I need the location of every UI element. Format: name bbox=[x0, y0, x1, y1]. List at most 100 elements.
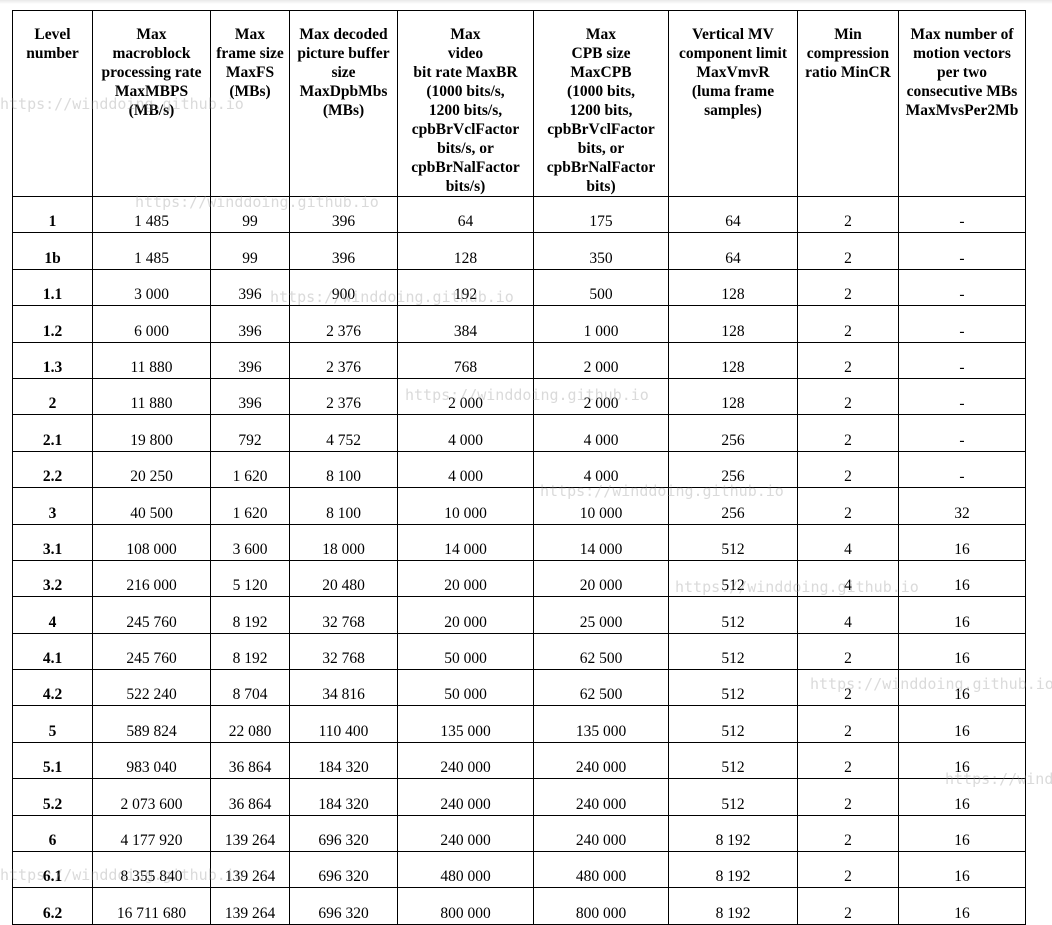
value-cell: 4 000 bbox=[533, 450, 669, 489]
value-cell: 40 500 bbox=[92, 487, 211, 525]
value-cell: 99 bbox=[210, 195, 290, 234]
value-cell: 11 880 bbox=[92, 341, 211, 379]
value-cell: 2 bbox=[797, 487, 899, 525]
value-cell: 512 bbox=[668, 669, 798, 707]
value-cell: 34 816 bbox=[289, 669, 398, 707]
table-row: 2.1 19 800 792 4 752 4 000 4 000 256 2- bbox=[12, 414, 1026, 452]
table-row: 5.1 983 040 36 864 184 320 240 000 240 000 512… bbox=[12, 741, 1026, 780]
value-cell: 2 bbox=[797, 377, 899, 416]
value-cell: 792 bbox=[210, 414, 290, 452]
level-cell: 6.2 bbox=[12, 887, 93, 925]
level-cell: 3.2 bbox=[12, 559, 93, 598]
value-cell: 512 bbox=[668, 523, 798, 561]
value-cell: 64 bbox=[668, 232, 798, 270]
column-header: Level number bbox=[12, 10, 93, 197]
level-cell: 4 bbox=[12, 596, 93, 634]
value-cell: 8 100 bbox=[289, 450, 398, 489]
value-cell: 512 bbox=[668, 632, 798, 671]
value-cell: 11 880 bbox=[92, 377, 211, 416]
value-cell: 1 620 bbox=[210, 450, 290, 489]
value-cell: - bbox=[898, 268, 1026, 307]
value-cell: 589 824 bbox=[92, 705, 211, 743]
level-cell: 5 bbox=[12, 705, 93, 743]
value-cell: 512 bbox=[668, 559, 798, 598]
value-cell: 62 500 bbox=[533, 632, 669, 671]
value-cell: 2 bbox=[797, 851, 899, 889]
value-cell: 256 bbox=[668, 414, 798, 452]
value-cell: 128 bbox=[668, 305, 798, 343]
value-cell: 192 bbox=[397, 268, 534, 307]
table-row: 1.3 11 880 396 2 376 768 2 000 128 2- bbox=[12, 341, 1026, 379]
value-cell: 20 480 bbox=[289, 559, 398, 598]
value-cell: 396 bbox=[210, 341, 290, 379]
value-cell: 900 bbox=[289, 268, 398, 307]
header-row: Level number Max macroblock processing rate M… bbox=[12, 10, 1026, 197]
value-cell: 8 192 bbox=[668, 887, 798, 925]
value-cell: 8 192 bbox=[210, 596, 290, 634]
value-cell: 480 000 bbox=[533, 851, 669, 889]
value-cell: 19 800 bbox=[92, 414, 211, 452]
value-cell: 4 000 bbox=[397, 414, 534, 452]
table-row: 6.2 16 711 680 139 264 696 320 800 000 800 00… bbox=[12, 887, 1026, 925]
table-row: 4.1 245 760 8 192 32 768 50 000 62 500 512 2 16 bbox=[12, 632, 1026, 671]
value-cell: - bbox=[898, 414, 1026, 452]
level-cell: 3.1 bbox=[12, 523, 93, 561]
value-cell: 8 192 bbox=[668, 814, 798, 853]
value-cell: 240 000 bbox=[397, 741, 534, 780]
value-cell: 2 bbox=[797, 305, 899, 343]
value-cell: 20 000 bbox=[397, 559, 534, 598]
value-cell: 20 000 bbox=[533, 559, 669, 598]
value-cell: 128 bbox=[668, 377, 798, 416]
table-row: 5 589 824 22 080 110 400 135 000 135 000 512 2 1… bbox=[12, 705, 1026, 743]
value-cell: 10 000 bbox=[397, 487, 534, 525]
level-cell: 6.1 bbox=[12, 851, 93, 889]
value-cell: 4 000 bbox=[397, 450, 534, 489]
value-cell: 500 bbox=[533, 268, 669, 307]
value-cell: 64 bbox=[668, 195, 798, 234]
value-cell: 4 000 bbox=[533, 414, 669, 452]
level-cell: 1.1 bbox=[12, 268, 93, 307]
value-cell: 2 376 bbox=[289, 341, 398, 379]
value-cell: 25 000 bbox=[533, 596, 669, 634]
value-cell: 139 264 bbox=[210, 814, 290, 853]
value-cell: 20 000 bbox=[397, 596, 534, 634]
column-header: Max CPB size MaxCPB (1000 bits, 1200 bits, cp… bbox=[533, 10, 669, 197]
value-cell: 245 760 bbox=[92, 596, 211, 634]
value-cell: 20 250 bbox=[92, 450, 211, 489]
value-cell: 4 177 920 bbox=[92, 814, 211, 853]
level-cell: 4.1 bbox=[12, 632, 93, 671]
value-cell: 2 000 bbox=[533, 377, 669, 416]
value-cell: 32 768 bbox=[289, 632, 398, 671]
value-cell: 22 080 bbox=[210, 705, 290, 743]
column-header: Max frame size MaxFS (MBs) bbox=[210, 10, 290, 197]
value-cell: 696 320 bbox=[289, 851, 398, 889]
value-cell: 5 120 bbox=[210, 559, 290, 598]
value-cell: 8 100 bbox=[289, 487, 398, 525]
column-header: Max decoded picture buffer size MaxDpbMbs (M… bbox=[289, 10, 398, 197]
value-cell: 139 264 bbox=[210, 851, 290, 889]
value-cell: 50 000 bbox=[397, 632, 534, 671]
table-row: 1.1 3 000 396 900 192 500 128 2- bbox=[12, 268, 1026, 307]
value-cell: 14 000 bbox=[533, 523, 669, 561]
value-cell: 2 073 600 bbox=[92, 778, 211, 816]
value-cell: 696 320 bbox=[289, 887, 398, 925]
table-row: 4.2 522 240 8 704 34 816 50 000 62 500 512 2 16 bbox=[12, 669, 1026, 707]
level-cell: 3 bbox=[12, 487, 93, 525]
table-row: 5.2 2 073 600 36 864 184 320 240 000 240 000 5… bbox=[12, 778, 1026, 816]
value-cell: 16 bbox=[898, 887, 1026, 925]
level-cell: 6 bbox=[12, 814, 93, 853]
value-cell: 522 240 bbox=[92, 669, 211, 707]
value-cell: - bbox=[898, 195, 1026, 234]
value-cell: 128 bbox=[397, 232, 534, 270]
table-row: 2 11 880 396 2 376 2 000 2 000 128 2- bbox=[12, 377, 1026, 416]
value-cell: 240 000 bbox=[397, 778, 534, 816]
value-cell: 1 485 bbox=[92, 195, 211, 234]
value-cell: 2 bbox=[797, 414, 899, 452]
value-cell: 240 000 bbox=[533, 814, 669, 853]
level-cell: 5.2 bbox=[12, 778, 93, 816]
value-cell: 2 376 bbox=[289, 377, 398, 416]
value-cell: 16 711 680 bbox=[92, 887, 211, 925]
value-cell: 983 040 bbox=[92, 741, 211, 780]
value-cell: 2 bbox=[797, 341, 899, 379]
